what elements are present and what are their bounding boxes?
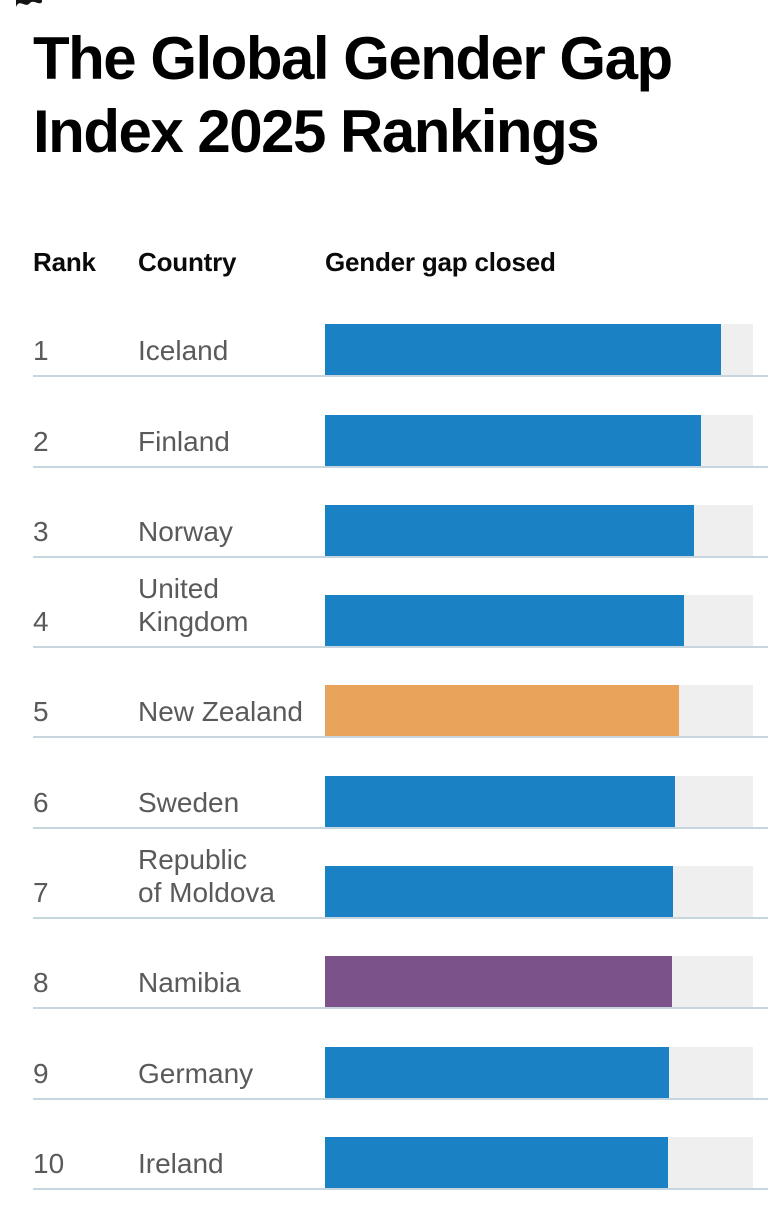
country-cell: Finland xyxy=(138,425,230,457)
table-row: 5 New Zealand xyxy=(0,648,768,739)
bar-fill xyxy=(325,324,722,376)
country-cell: Ireland xyxy=(138,1147,224,1179)
bar-track xyxy=(325,775,753,827)
rank-cell: 5 xyxy=(33,696,49,728)
bar-fill xyxy=(325,414,702,466)
bar-fill xyxy=(325,1046,669,1098)
country-cell: Republic of Moldova xyxy=(138,844,275,909)
bar-track xyxy=(325,685,753,737)
bar-track xyxy=(325,1136,753,1188)
table-row: 2 Finland xyxy=(0,377,768,468)
bar-fill xyxy=(325,504,695,556)
row-rule xyxy=(33,917,768,920)
row-rule xyxy=(33,555,768,558)
bar-fill xyxy=(325,595,684,647)
bar-fill xyxy=(325,775,675,827)
gender-gap-closed-column-header: Gender gap closed xyxy=(325,247,556,277)
country-cell: New Zealand xyxy=(138,696,303,728)
ranking-table-body: 1 Iceland 2 Finland 3 Norway 4 United Kingdom 5 N… xyxy=(0,287,768,1190)
rank-cell: 8 xyxy=(33,967,49,999)
bar-fill xyxy=(325,685,679,737)
country-cell: Namibia xyxy=(138,967,241,999)
table-row: 1 Iceland xyxy=(0,287,768,378)
rank-cell: 6 xyxy=(33,786,49,818)
bar-fill xyxy=(325,866,673,918)
bar-track xyxy=(325,956,753,1008)
row-rule xyxy=(33,1097,768,1100)
row-rule xyxy=(33,736,768,739)
table-row: 10 Ireland xyxy=(0,1100,768,1190)
rank-cell: 3 xyxy=(33,515,49,547)
row-rule xyxy=(33,465,768,468)
table-header-row: Rank Country Gender gap closed xyxy=(0,244,768,280)
country-cell: Norway xyxy=(138,515,233,547)
rank-cell: 10 xyxy=(33,1147,65,1179)
country-column-header: Country xyxy=(138,247,237,277)
country-cell: Iceland xyxy=(138,335,229,367)
rank-cell: 7 xyxy=(33,877,49,909)
bar-track xyxy=(325,595,753,647)
bar-fill xyxy=(325,956,673,1008)
row-rule xyxy=(33,826,768,829)
rank-cell: 4 xyxy=(33,606,49,638)
bar-track xyxy=(325,324,753,376)
table-row: 4 United Kingdom xyxy=(0,558,768,649)
rank-cell: 1 xyxy=(33,335,49,367)
row-rule xyxy=(33,1007,768,1010)
rank-cell: 9 xyxy=(33,1057,49,1089)
bar-track xyxy=(325,866,753,918)
country-cell: Germany xyxy=(138,1057,254,1089)
bar-track xyxy=(325,1046,753,1098)
country-cell: Sweden xyxy=(138,786,240,818)
table-row: 8 Namibia xyxy=(0,919,768,1010)
table-row: 7 Republic of Moldova xyxy=(0,829,768,920)
row-rule xyxy=(33,1187,768,1190)
table-row: 3 Norway xyxy=(0,468,768,558)
row-rule xyxy=(33,375,768,378)
corner-scribble-artifact xyxy=(16,0,42,7)
table-row: 9 Germany xyxy=(0,1009,768,1100)
bar-fill xyxy=(325,1136,668,1188)
bar-track xyxy=(325,504,753,556)
table-row: 6 Sweden xyxy=(0,738,768,829)
bar-track xyxy=(325,414,753,466)
row-rule xyxy=(33,646,768,649)
rank-cell: 2 xyxy=(33,425,49,457)
rank-column-header: Rank xyxy=(33,247,96,277)
country-cell: United Kingdom xyxy=(138,573,249,638)
page-title: The Global Gender Gap Index 2025 Ranking… xyxy=(33,25,673,165)
